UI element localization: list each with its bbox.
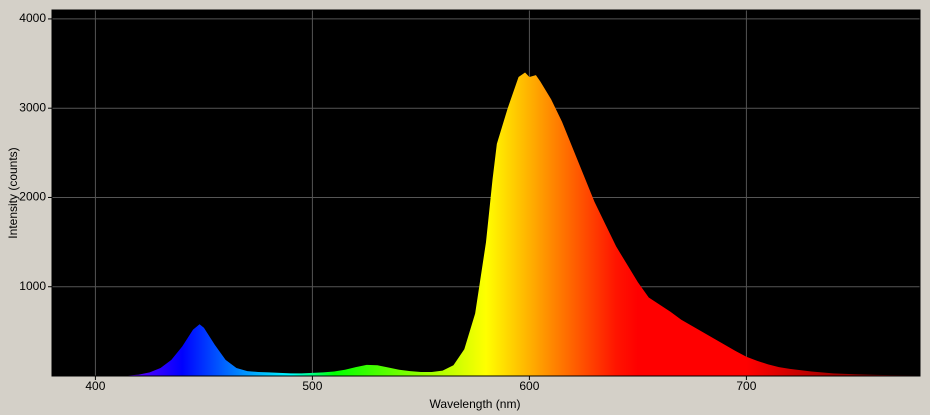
x-tick-label: 600 <box>519 379 539 393</box>
plot-frame <box>51 9 921 377</box>
x-axis-label: Wavelength (nm) <box>430 397 521 411</box>
y-axis-label: Intensity (counts) <box>6 147 20 238</box>
spectrum-area <box>52 72 920 377</box>
x-tick-label: 700 <box>736 379 756 393</box>
y-tick-label: 4000 <box>19 11 46 25</box>
x-tick-label: 500 <box>302 379 322 393</box>
y-tick-label: 2000 <box>19 190 46 204</box>
y-tick-label: 3000 <box>19 100 46 114</box>
x-tick-label: 400 <box>85 379 105 393</box>
y-tick-label: 1000 <box>19 279 46 293</box>
